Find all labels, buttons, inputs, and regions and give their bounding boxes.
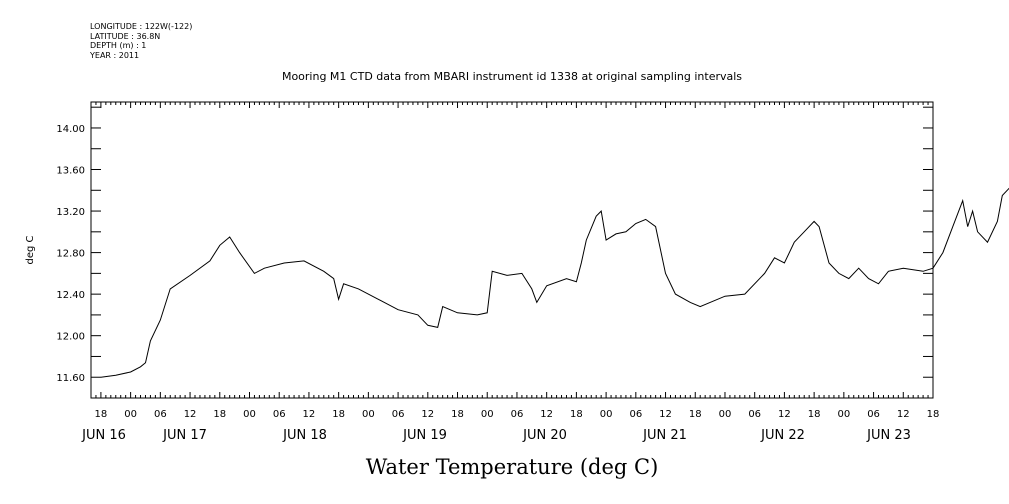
x-hour-label: 06 <box>392 409 405 420</box>
x-hour-label: 06 <box>748 409 761 420</box>
x-hour-label: 18 <box>808 409 821 420</box>
x-hour-label: 00 <box>362 409 375 420</box>
x-hour-label: 18 <box>927 409 940 420</box>
x-hour-label: 12 <box>897 409 910 420</box>
y-tick-label: 13.60 <box>56 166 85 177</box>
metadata-year: YEAR : 2011 <box>90 50 140 60</box>
x-hour-label: 12 <box>303 409 316 420</box>
x-hour-label: 00 <box>243 409 256 420</box>
x-day-label: JUN 17 <box>162 428 207 443</box>
chart-title: Mooring M1 CTD data from MBARI instrumen… <box>282 70 742 83</box>
x-hour-label: 00 <box>837 409 850 420</box>
x-day-label: JUN 23 <box>866 428 911 443</box>
x-hour-label: 06 <box>867 409 880 420</box>
x-day-label: JUN 20 <box>522 428 567 443</box>
x-hour-label: 06 <box>629 409 642 420</box>
x-hour-label: 18 <box>451 409 464 420</box>
x-hour-label: 00 <box>719 409 732 420</box>
x-hour-label: 18 <box>689 409 702 420</box>
y-tick-label: 12.00 <box>56 332 85 343</box>
x-day-label: JUN 16 <box>81 428 126 443</box>
y-tick-label: 13.20 <box>56 207 85 218</box>
x-day-label: JUN 22 <box>760 428 805 443</box>
x-hour-label: 00 <box>481 409 494 420</box>
x-hour-label: 12 <box>421 409 434 420</box>
metadata-longitude: LONGITUDE : 122W(-122) <box>90 22 193 31</box>
x-hour-label: 18 <box>95 409 108 420</box>
x-hour-label: 00 <box>124 409 137 420</box>
x-axis: 18 00 06 12 18 00 06 12 18 00 06 12 18 00 06 12 18 00 06 12… <box>81 102 939 443</box>
x-hour-label: 00 <box>600 409 613 420</box>
x-hour-label: 18 <box>332 409 345 420</box>
x-hour-label: 18 <box>213 409 226 420</box>
temperature-series-line <box>100 187 1009 378</box>
x-axis-title: Water Temperature (deg C) <box>366 455 659 479</box>
metadata-depth: DEPTH (m) : 1 <box>90 41 147 50</box>
x-hour-label: 06 <box>511 409 524 420</box>
x-day-label: JUN 19 <box>402 428 447 443</box>
x-hour-label: 18 <box>570 409 583 420</box>
metadata-latitude: LATITUDE : 36.8N <box>90 31 161 41</box>
y-tick-label: 12.80 <box>56 249 85 260</box>
x-hour-label: 12 <box>184 409 197 420</box>
x-day-label: JUN 21 <box>642 428 687 443</box>
y-tick-label: 12.40 <box>56 290 85 301</box>
x-hour-label: 12 <box>778 409 791 420</box>
y-axis-label: deg C <box>25 235 36 264</box>
x-hour-label: 12 <box>540 409 553 420</box>
metadata-block: LONGITUDE : 122W(-122) LATITUDE : 36.8N … <box>90 22 192 60</box>
x-hour-label: 06 <box>273 409 286 420</box>
x-hour-label: 12 <box>659 409 672 420</box>
x-hour-label: 06 <box>154 409 167 420</box>
y-tick-label: 14.00 <box>56 124 85 135</box>
x-day-label: JUN 18 <box>282 428 327 443</box>
y-axis: 11.60 12.00 12.40 12.80 13.20 13.60 14.00 <box>56 106 933 399</box>
y-tick-label: 11.60 <box>56 373 85 384</box>
